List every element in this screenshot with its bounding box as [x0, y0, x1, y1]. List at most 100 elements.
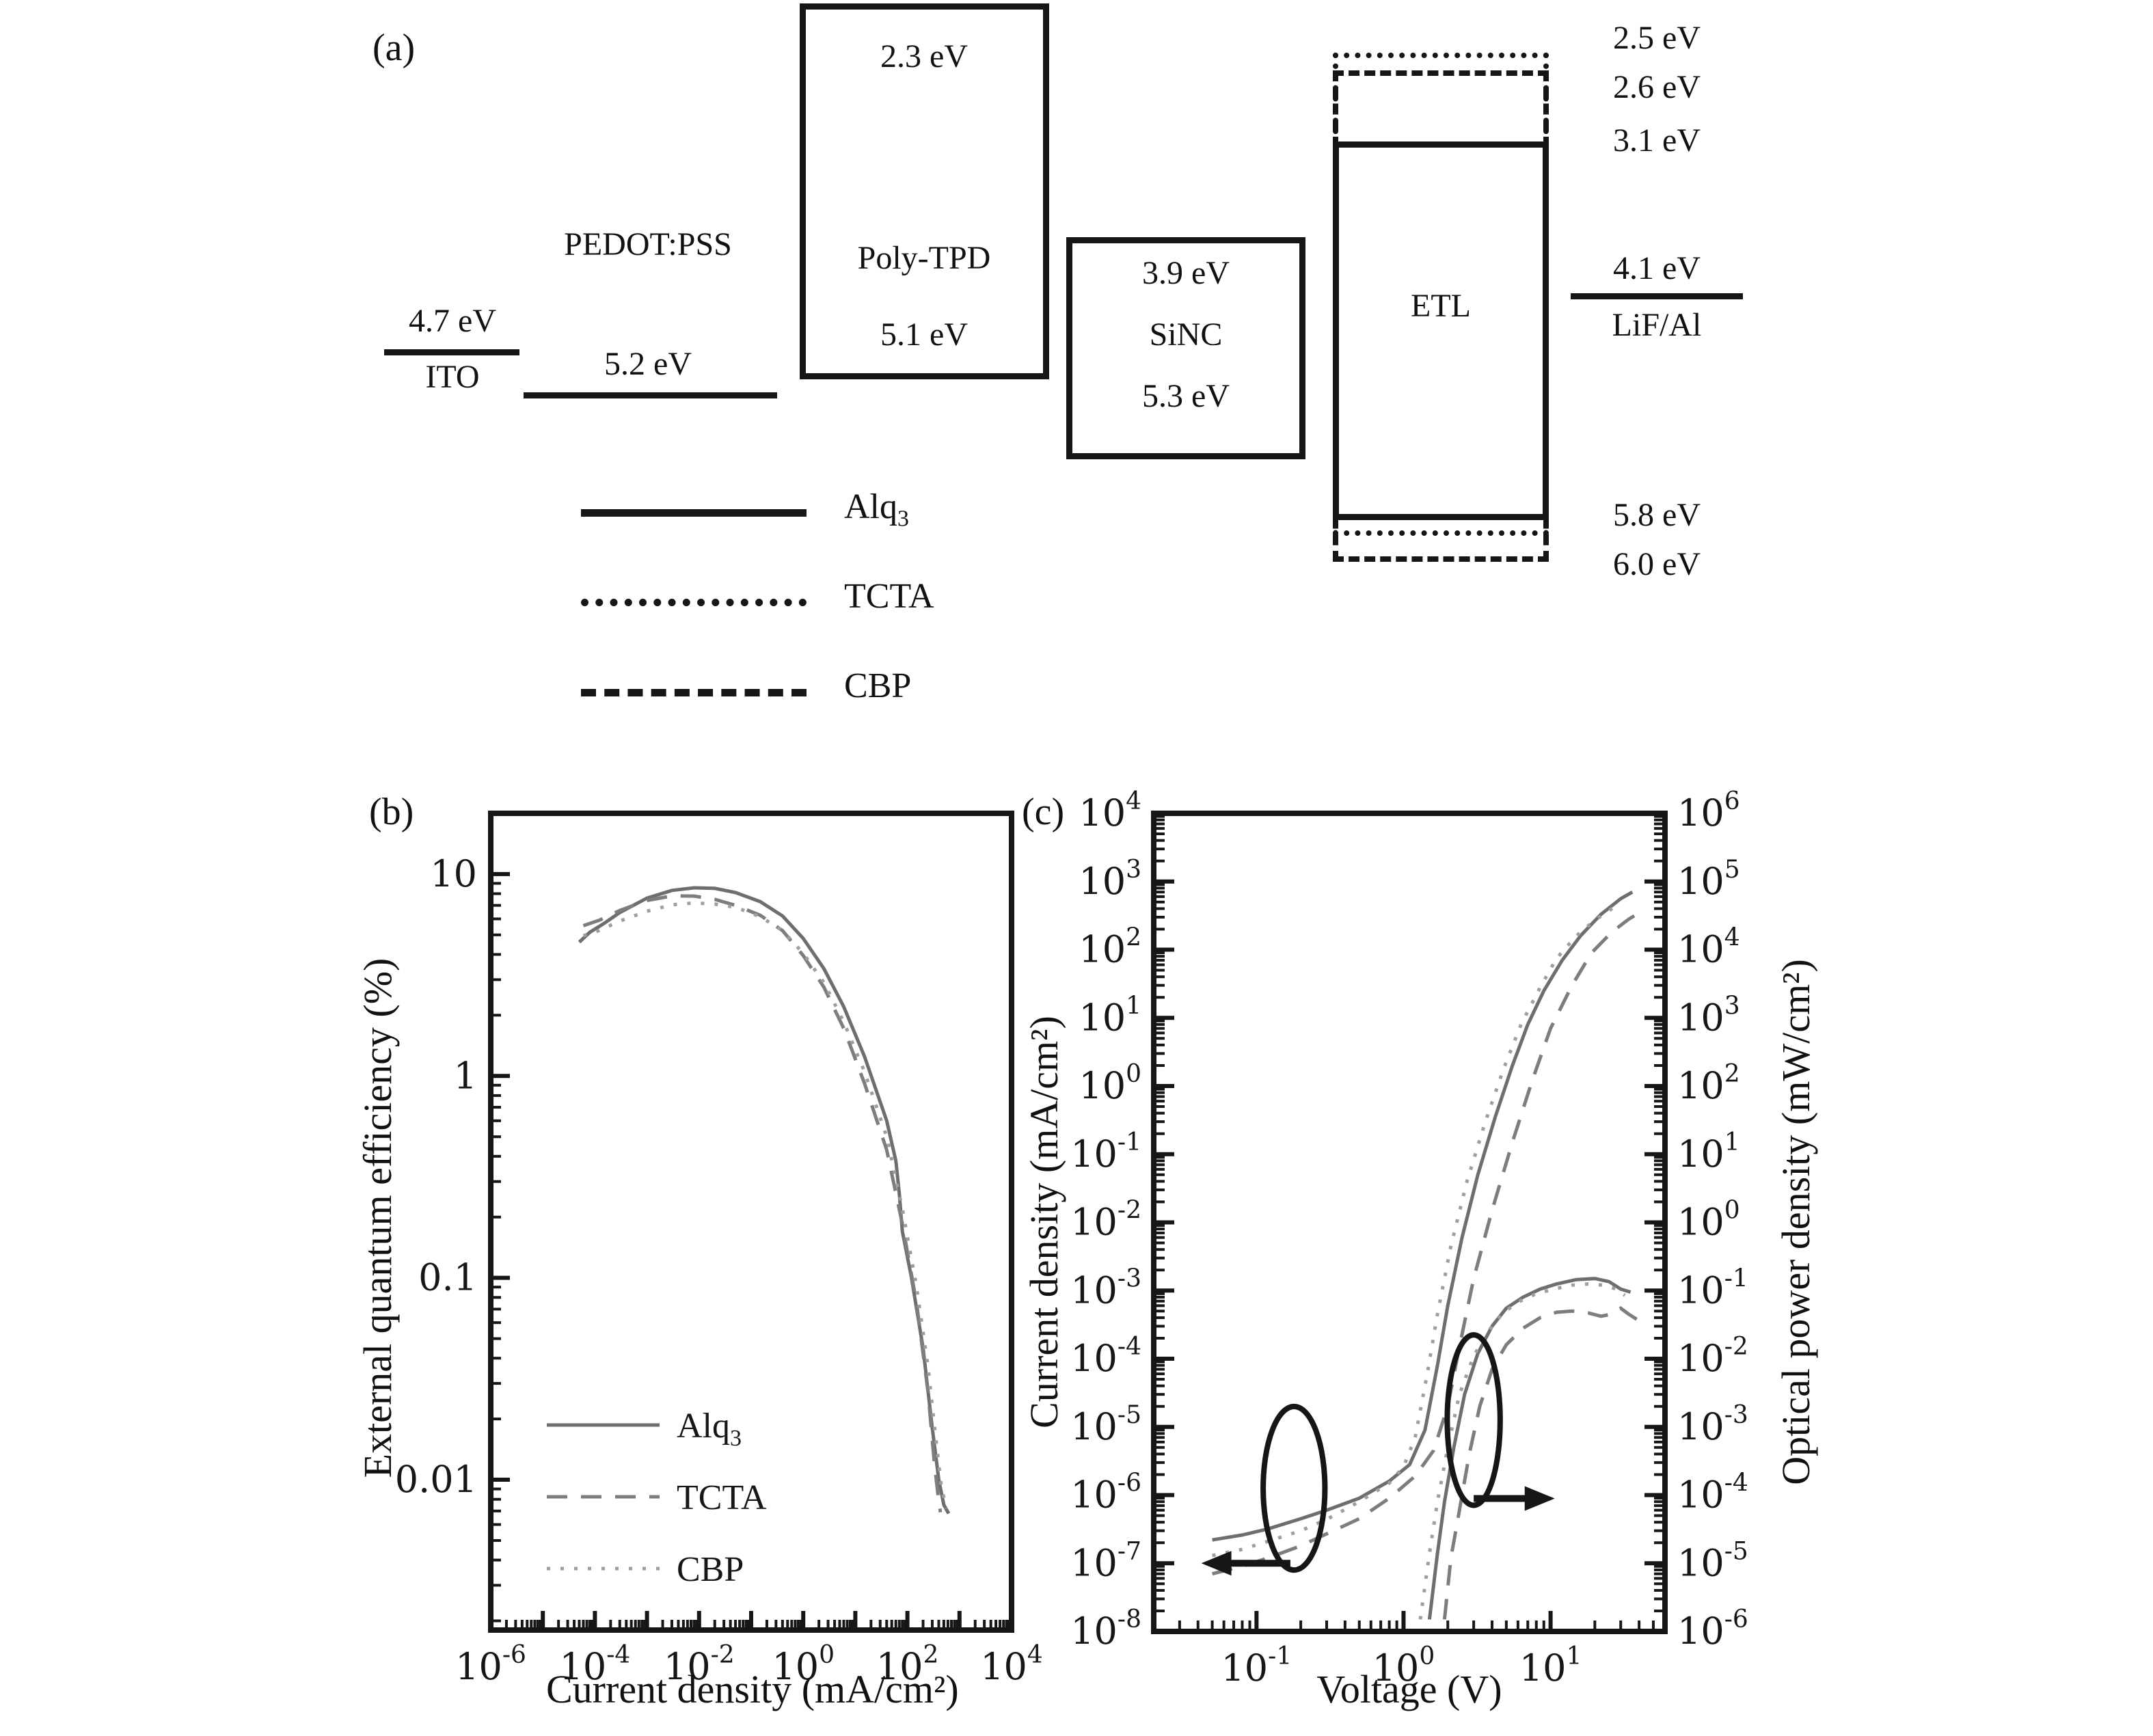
- tick-exponent: 1: [1724, 1128, 1740, 1156]
- etl-homo-alq3-label: 5.8 eV: [1613, 497, 1701, 533]
- legend-a-line-alq3: [581, 509, 807, 517]
- optical-power-curve-Alq3: [1427, 1277, 1631, 1620]
- annotation-ellipse-optical-power: [1444, 1332, 1503, 1508]
- tick-exponent: -5: [1118, 1401, 1141, 1429]
- x-tick-label: 10-4: [560, 1641, 631, 1688]
- right-y-tick-label: 10-3: [1677, 1401, 1748, 1448]
- curve-Alq3: [578, 886, 951, 1515]
- polytpd-bottom-energy: 5.1 eV: [880, 316, 968, 353]
- annotation-arrowhead-optical-power-right: [1524, 1486, 1555, 1511]
- tick-exponent: -4: [606, 1641, 630, 1669]
- tick-exponent: 4: [1126, 787, 1141, 815]
- right-y-tick-label: 102: [1677, 1060, 1740, 1107]
- tick-exponent: 5: [1724, 856, 1740, 884]
- polytpd-top-energy: 2.3 eV: [880, 38, 968, 74]
- current-density-curve-Alq3: [1212, 891, 1634, 1542]
- etl-lumo-tcta-label: 2.5 eV: [1613, 20, 1701, 56]
- left-y-tick-label: 10-6: [1070, 1469, 1141, 1517]
- legend-a-label-tcta: TCTA: [844, 576, 934, 621]
- current-density-curve-CBP: [1212, 906, 1615, 1558]
- tick-exponent: 2: [1724, 1060, 1740, 1088]
- legend-a-label-alq3: Alq3: [844, 487, 909, 532]
- legend-a-cbp-base: CBP: [844, 666, 912, 705]
- left-y-tick-label: 102: [1079, 924, 1141, 971]
- panel-c-chart: 10-1 100 10110410310210110010-110-210-310-…: [1070, 787, 1748, 1690]
- panel-b-y-axis-title: External quantum efficiency (%): [355, 958, 400, 1478]
- right-y-tick-label: 10-2: [1677, 1333, 1748, 1380]
- left-y-tick-label: 10-3: [1070, 1264, 1141, 1312]
- tick-exponent: -1: [1724, 1264, 1748, 1292]
- etl-homo-cbp-label: 6.0 eV: [1613, 546, 1701, 582]
- tick-exponent: -7: [1118, 1537, 1141, 1565]
- ito-energy-label: 4.7 eV: [409, 303, 496, 339]
- curve-TCTA: [582, 894, 943, 1513]
- tick-exponent: -1: [1118, 1128, 1141, 1156]
- right-y-tick-label: 100: [1677, 1197, 1740, 1244]
- panel-b-label: (b): [369, 791, 414, 833]
- left-y-tick-label: 104: [1079, 787, 1141, 835]
- x-tick-label: 10-6: [455, 1641, 526, 1688]
- tick-exponent: -6: [502, 1641, 526, 1669]
- tick-exponent: -4: [1724, 1469, 1748, 1497]
- tick-exponent: -2: [1118, 1197, 1141, 1225]
- right-y-tick-label: 101: [1677, 1128, 1740, 1176]
- left-y-tick-label: 100: [1079, 1060, 1141, 1107]
- left-y-tick-label: 10-5: [1070, 1401, 1141, 1448]
- left-y-tick-label: 101: [1079, 992, 1141, 1039]
- right-y-tick-label: 104: [1677, 924, 1740, 971]
- tick-exponent: -6: [1724, 1605, 1748, 1633]
- right-y-tick-label: 106: [1677, 787, 1740, 835]
- etl-name-label: ETL: [1411, 288, 1471, 324]
- tick-exponent: -4: [1118, 1333, 1141, 1361]
- tick-exponent: 0: [1724, 1197, 1740, 1225]
- sinc-box: [1066, 237, 1305, 459]
- x-tick-label: 101: [1519, 1642, 1582, 1690]
- legend-a-line-cbp: [581, 689, 807, 696]
- polytpd-box: [800, 3, 1049, 379]
- panel-a-label: (a): [373, 27, 416, 69]
- sinc-bottom-energy: 5.3 eV: [1142, 378, 1230, 414]
- etl-lumo-cbp-label: 2.6 eV: [1613, 69, 1701, 105]
- y-tick-label: 1: [454, 1054, 477, 1097]
- panel-c-x-axis-title: Voltage (V): [1316, 1667, 1502, 1711]
- left-y-tick-label: 103: [1079, 856, 1141, 903]
- legend-b-label-Alq3: Alq3: [677, 1407, 742, 1451]
- curve-CBP: [582, 901, 949, 1509]
- right-y-tick-label: 105: [1677, 856, 1740, 903]
- left-y-tick-label: 10-1: [1070, 1128, 1141, 1176]
- axis-frame: [1151, 811, 1668, 1634]
- panel-b-x-axis-title: Current density (mA/cm²): [546, 1667, 959, 1711]
- legend-b-label-CBP: CBP: [677, 1550, 744, 1589]
- tick-exponent: 3: [1126, 856, 1141, 884]
- tick-exponent: 0: [1126, 1060, 1141, 1088]
- tick-exponent: -8: [1118, 1605, 1141, 1633]
- annotation-ellipse-current-density: [1260, 1403, 1328, 1573]
- cathode-level-line: [1571, 293, 1743, 299]
- y-tick-label: 10: [430, 852, 477, 895]
- left-y-tick-label: 10-8: [1070, 1605, 1141, 1653]
- tick-exponent: 4: [1027, 1641, 1043, 1669]
- y-tick-label: 0.01: [395, 1458, 477, 1501]
- tick-exponent: 0: [1419, 1642, 1435, 1670]
- panel-b-chart: 10-6 10-4 10-2 100 102 1041010.10.01Alq3TCTAC…: [395, 811, 1043, 1688]
- right-y-tick-label: 10-5: [1677, 1537, 1748, 1584]
- tick-exponent: 0: [819, 1641, 835, 1669]
- tick-exponent: -3: [1118, 1264, 1141, 1292]
- legend-b-label-TCTA: TCTA: [677, 1478, 767, 1517]
- tick-exponent: 1: [1567, 1642, 1582, 1670]
- ito-level-line: [384, 349, 519, 355]
- sinc-top-energy: 3.9 eV: [1142, 255, 1230, 291]
- tick-exponent: 2: [923, 1641, 939, 1669]
- current-density-curve-TCTA: [1211, 908, 1645, 1576]
- legend-b-subscript: 3: [730, 1426, 742, 1451]
- etl-box-alq3-solid: [1333, 141, 1549, 520]
- optical-power-curve-TCTA: [1442, 1306, 1640, 1620]
- right-y-tick-label: 103: [1677, 992, 1740, 1039]
- tick-exponent: 1: [1126, 992, 1141, 1020]
- x-tick-label: 10-2: [664, 1641, 735, 1688]
- left-y-tick-label: 10-7: [1070, 1537, 1141, 1584]
- tick-exponent: 6: [1724, 787, 1740, 815]
- annotation-arrowhead-current-density-left: [1201, 1551, 1232, 1576]
- tick-exponent: -6: [1118, 1469, 1141, 1497]
